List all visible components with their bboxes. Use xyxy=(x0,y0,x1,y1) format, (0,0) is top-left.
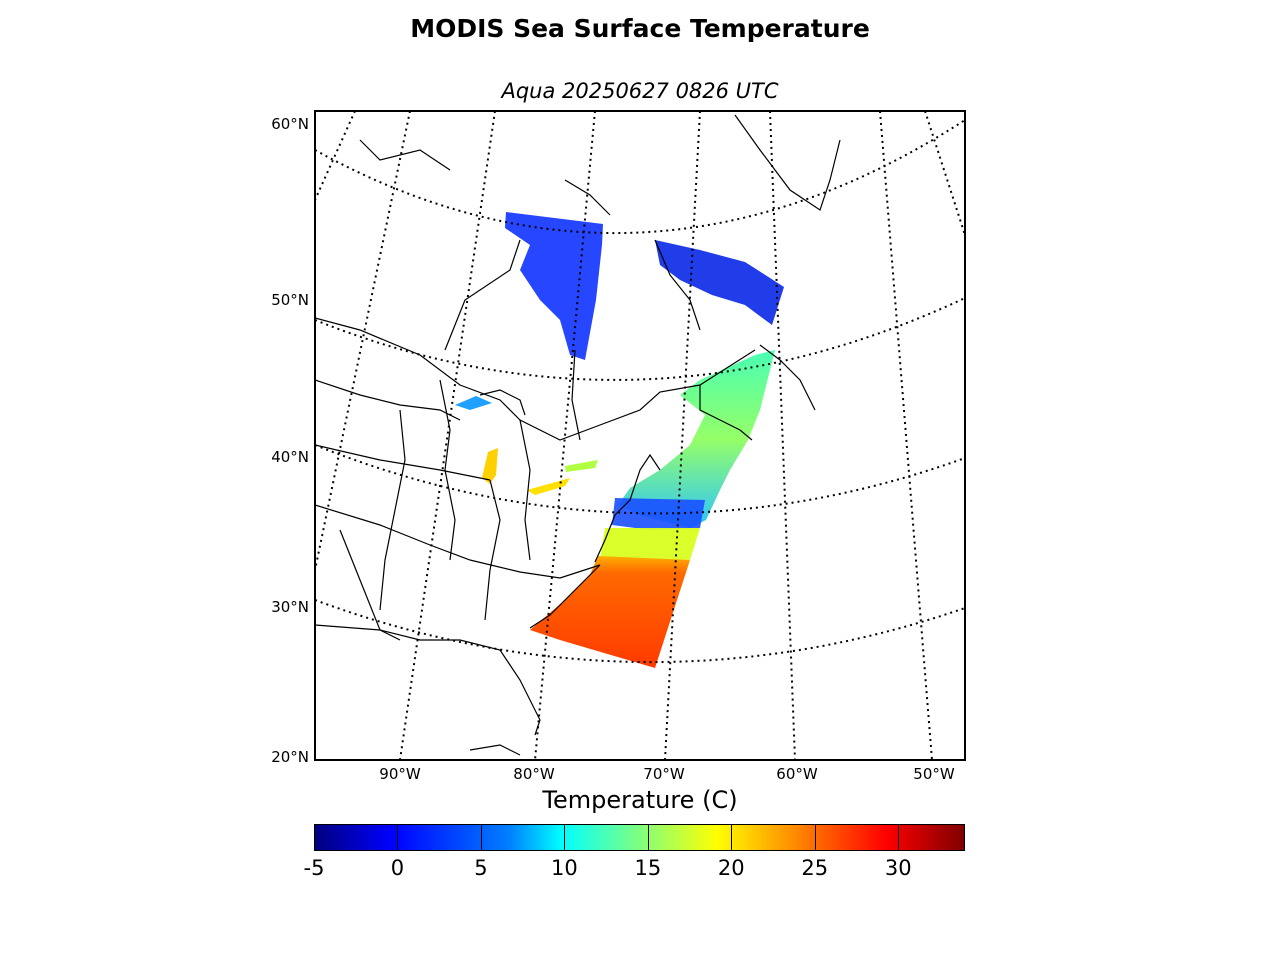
colorbar-tick-label: -5 xyxy=(303,856,325,880)
lat-label-50: 50°N xyxy=(271,291,309,309)
colorbar-tick-label: 30 xyxy=(884,856,912,880)
lon-label-60w: 60°W xyxy=(776,765,818,783)
colorbar-tick-label: 10 xyxy=(551,856,578,880)
lat-label-60: 60°N xyxy=(271,115,309,133)
lon-label-50w: 50°W xyxy=(913,765,955,783)
colorbar-tick-mark xyxy=(731,824,733,851)
lake-superior xyxy=(455,396,492,410)
colorbar-tick-mark xyxy=(480,824,482,851)
lon-label-90w: 90°W xyxy=(379,765,421,783)
lat-label-40: 40°N xyxy=(271,448,309,466)
colorbar-tick-mark xyxy=(564,824,566,851)
colorbar-tick-label: 0 xyxy=(390,856,405,880)
lake-michigan xyxy=(482,448,498,484)
swath-transition xyxy=(600,528,700,560)
lat-label-30: 30°N xyxy=(271,598,309,616)
chart-title: MODIS Sea Surface Temperature xyxy=(410,14,870,43)
chart-subtitle: Aqua 20250627 0826 UTC xyxy=(501,79,779,103)
colorbar-tick-mark xyxy=(397,824,399,851)
swath-gulf-st-lawrence xyxy=(618,350,775,528)
map-frame xyxy=(314,110,966,761)
colorbar-title: Temperature (C) xyxy=(542,786,738,814)
colorbar xyxy=(314,824,965,851)
lake-erie xyxy=(527,478,570,495)
lon-label-80w: 80°W xyxy=(513,765,555,783)
colorbar-tick-label: 25 xyxy=(801,856,829,880)
swath-cold-band xyxy=(612,498,705,530)
colorbar-tick-mark xyxy=(814,824,816,851)
swath-newfoundland xyxy=(655,240,784,325)
colorbar-tick-label: 20 xyxy=(717,856,745,880)
swath-gulf-stream xyxy=(530,556,690,668)
colorbar-tick-mark xyxy=(898,824,900,851)
lon-label-70w: 70°W xyxy=(643,765,685,783)
lake-ontario xyxy=(565,460,598,472)
colorbar-tick-mark xyxy=(647,824,649,851)
colorbar-tick-label: 5 xyxy=(474,856,488,880)
lat-label-20: 20°N xyxy=(271,748,309,766)
swath-labrador xyxy=(505,212,603,360)
colorbar-tick-label: 15 xyxy=(634,856,662,880)
